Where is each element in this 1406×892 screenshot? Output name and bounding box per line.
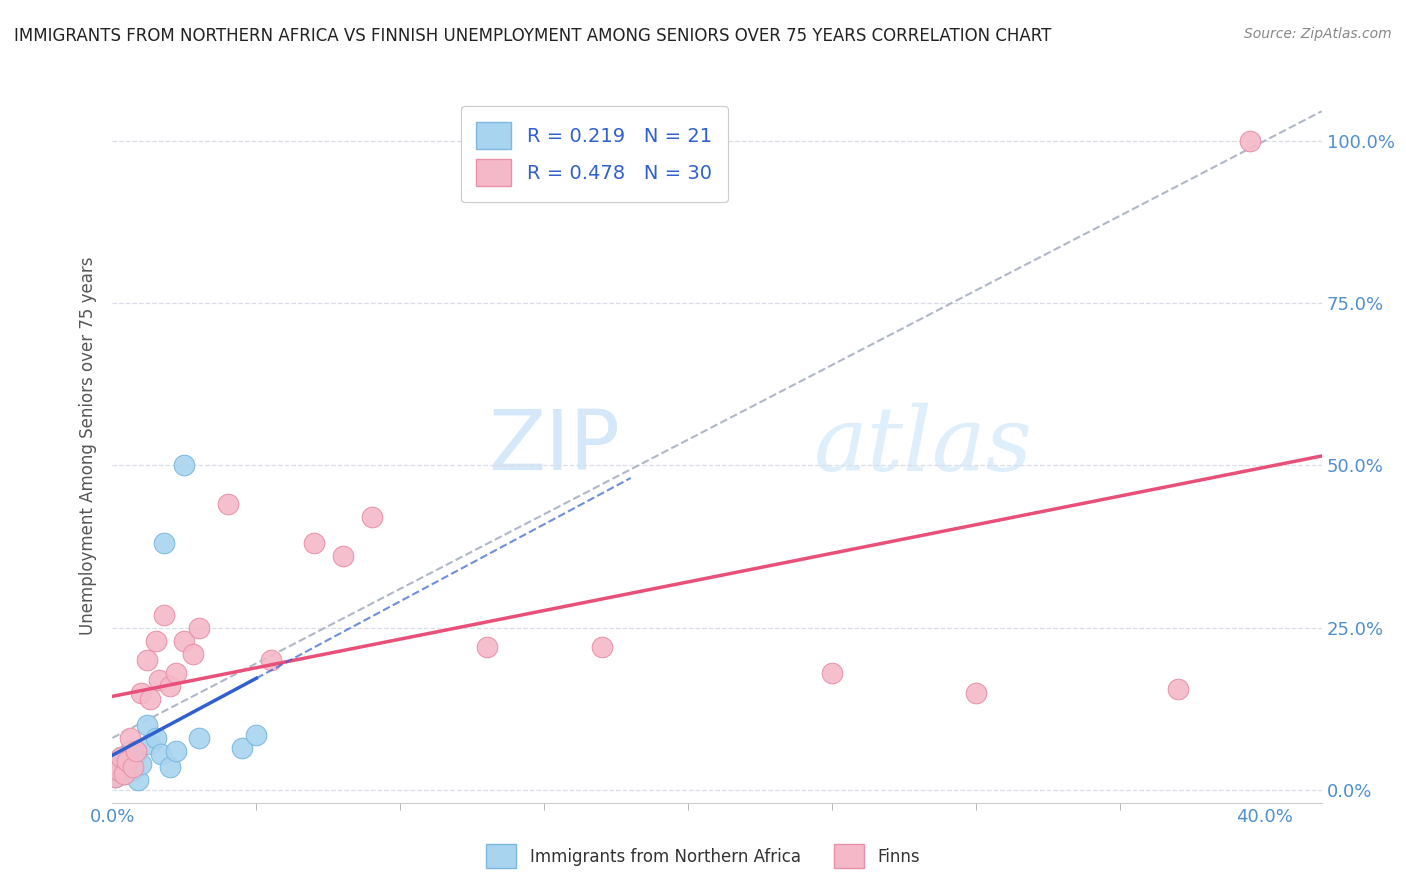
Point (332, 549, 354, 564)
Point (136, 718, 159, 732)
Point (260, 653, 283, 667)
Text: IMMIGRANTS FROM NORTHERN AFRICA VS FINNISH UNEMPLOYMENT AMONG SENIORS OVER 75 YE: IMMIGRANTS FROM NORTHERN AFRICA VS FINNI… (14, 27, 1052, 45)
Point (302, 536, 325, 550)
Point (475, 640, 498, 654)
Text: Source: ZipAtlas.com: Source: ZipAtlas.com (1244, 27, 1392, 41)
Point (173, 458, 195, 473)
Point (145, 633, 167, 648)
Point (187, 731, 209, 745)
Point (159, 760, 181, 774)
Point (231, 740, 253, 755)
Point (965, 685, 987, 699)
Point (360, 510, 382, 524)
Point (124, 744, 146, 758)
Point (591, 640, 613, 654)
Point (165, 666, 187, 681)
Point (1239, 134, 1261, 148)
Point (1167, 682, 1189, 697)
Point (112, 766, 135, 780)
Point (110, 750, 132, 764)
Point (118, 744, 141, 758)
Point (115, 754, 138, 768)
Point (107, 760, 129, 774)
Point (107, 764, 129, 778)
Point (104, 770, 127, 784)
Point (173, 633, 195, 648)
Point (110, 750, 132, 764)
Text: ZIP: ZIP (488, 406, 620, 486)
Point (145, 731, 167, 745)
Point (245, 728, 267, 742)
Legend: R = 0.219   N = 21, R = 0.478   N = 30: R = 0.219 N = 21, R = 0.478 N = 30 (461, 106, 727, 202)
Point (104, 770, 127, 784)
Point (187, 621, 209, 635)
Point (124, 747, 146, 761)
Point (127, 773, 149, 788)
Point (165, 744, 187, 758)
Point (139, 738, 162, 752)
Point (136, 653, 159, 667)
Point (129, 756, 152, 771)
Y-axis label: Unemployment Among Seniors over 75 years: Unemployment Among Seniors over 75 years (79, 257, 97, 635)
Point (150, 747, 173, 761)
Point (112, 766, 135, 780)
Text: atlas: atlas (814, 402, 1033, 490)
Point (181, 647, 204, 661)
Point (121, 760, 143, 774)
Point (153, 536, 176, 550)
Legend: Immigrants from Northern Africa, Finns: Immigrants from Northern Africa, Finns (479, 838, 927, 875)
Point (139, 692, 162, 706)
Point (159, 679, 181, 693)
Point (821, 666, 844, 681)
Point (217, 497, 239, 511)
Point (118, 731, 141, 745)
Point (115, 754, 138, 768)
Point (129, 685, 152, 699)
Point (148, 673, 170, 687)
Point (153, 607, 176, 622)
Point (121, 764, 143, 778)
